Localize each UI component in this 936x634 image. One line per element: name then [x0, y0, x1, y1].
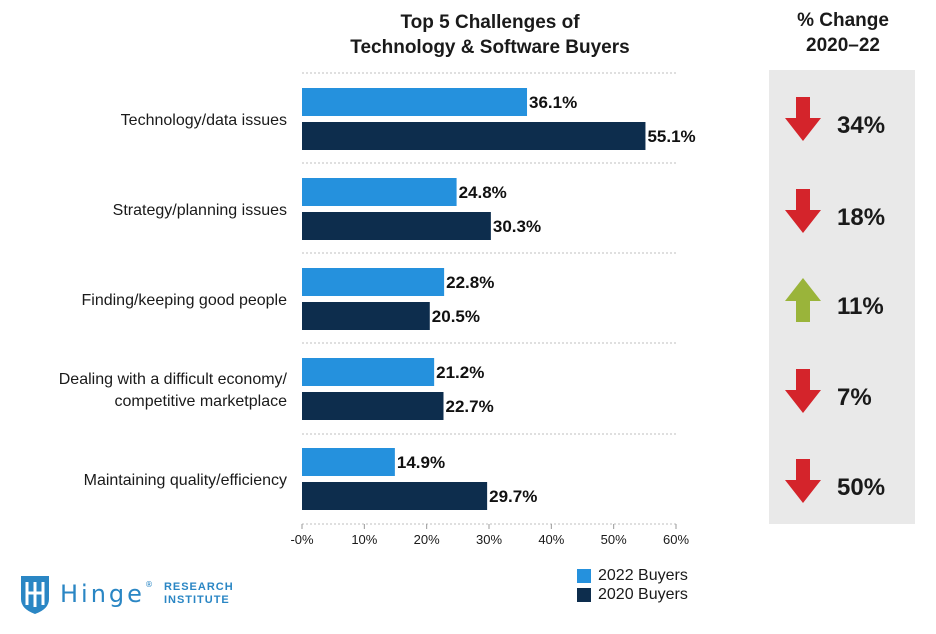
bar-2022-1: [302, 178, 457, 206]
category-label-3-0: Dealing with a difficult economy/: [59, 371, 288, 388]
legend-item-2022: 2022 Buyers: [577, 566, 688, 585]
change-value-4: 50%: [837, 474, 886, 501]
value-label-2020-1: 30.3%: [493, 217, 541, 236]
change-value-0: 34%: [837, 112, 886, 139]
x-tick-label-3: 30%: [476, 532, 502, 547]
arrow-down-icon: [785, 369, 821, 413]
value-label-2022-3: 21.2%: [436, 363, 484, 382]
bar-2020-0: [302, 122, 646, 150]
category-label-1-0: Strategy/planning issues: [113, 202, 287, 219]
chart-title: Top 5 Challenges of Technology & Softwar…: [330, 10, 650, 60]
bar-2020-4: [302, 482, 488, 510]
x-tick-label-0: -0%: [290, 532, 314, 547]
chart-title-line1: Top 5 Challenges of: [400, 12, 580, 33]
legend-item-2020: 2020 Buyers: [577, 585, 688, 604]
bar-2022-4: [302, 448, 395, 476]
x-tick-label-4: 40%: [538, 532, 564, 547]
bar-2020-1: [302, 212, 491, 240]
value-label-2020-4: 29.7%: [489, 487, 537, 506]
logo-word: Hinge®: [60, 580, 156, 608]
change-value-1: 18%: [837, 204, 886, 231]
bar-2022-0: [302, 88, 528, 116]
change-row-1: 18%: [769, 188, 915, 248]
value-label-2022-1: 24.8%: [459, 183, 507, 202]
arrow-down-icon: [785, 189, 821, 233]
arrow-down-icon: [785, 459, 821, 503]
legend-label-2020: 2020 Buyers: [598, 585, 688, 603]
change-title-line2: 2020–22: [806, 35, 880, 56]
change-title-line1: % Change: [797, 10, 889, 31]
change-value-2: 11%: [837, 293, 884, 320]
category-label-3-1: competitive marketplace: [114, 393, 287, 410]
change-column-title: % Change 2020–22: [770, 8, 916, 58]
x-tick-label-5: 50%: [601, 532, 627, 547]
legend-swatch-2022: [577, 568, 591, 583]
hinge-logo: Hinge® RESEARCH INSTITUTE: [18, 573, 234, 615]
legend-swatch-2020: [577, 587, 591, 602]
logo-subtitle-line1: RESEARCH: [163, 581, 234, 593]
logo-subtitle-line2: INSTITUTE: [163, 594, 230, 606]
category-label-0-0: Technology/data issues: [121, 112, 287, 129]
legend: 2022 Buyers 2020 Buyers: [577, 566, 688, 604]
category-label-2-0: Finding/keeping good people: [82, 292, 288, 309]
chart-title-line2: Technology & Software Buyers: [350, 37, 630, 58]
value-label-2022-0: 36.1%: [529, 93, 577, 112]
bar-2020-2: [302, 302, 430, 330]
value-label-2022-4: 14.9%: [397, 453, 445, 472]
x-tick-label-2: 20%: [414, 532, 440, 547]
arrow-down-icon: [785, 97, 821, 141]
value-label-2022-2: 22.8%: [446, 273, 494, 292]
bar-2020-3: [302, 392, 444, 420]
value-label-2020-2: 20.5%: [432, 307, 480, 326]
category-label-4-0: Maintaining quality/efficiency: [84, 472, 287, 489]
arrow-up-icon: [785, 278, 821, 322]
change-row-4: 50%: [769, 458, 915, 518]
change-panel: 34% 18% 11% 7% 50%: [769, 70, 915, 524]
value-label-2020-3: 22.7%: [445, 397, 493, 416]
hinge-shield-icon: [21, 576, 49, 614]
logo-subtitle: RESEARCH INSTITUTE: [164, 581, 234, 607]
bar-2022-3: [302, 358, 435, 386]
change-row-0: 34%: [769, 96, 915, 156]
value-label-2020-0: 55.1%: [647, 127, 695, 146]
x-tick-label-1: 10%: [351, 532, 377, 547]
change-row-2: 11%: [769, 277, 915, 337]
legend-label-2022: 2022 Buyers: [598, 566, 688, 584]
x-tick-label-6: 60%: [663, 532, 689, 547]
bar-2022-2: [302, 268, 445, 296]
change-row-3: 7%: [769, 368, 915, 428]
change-value-3: 7%: [837, 384, 872, 411]
